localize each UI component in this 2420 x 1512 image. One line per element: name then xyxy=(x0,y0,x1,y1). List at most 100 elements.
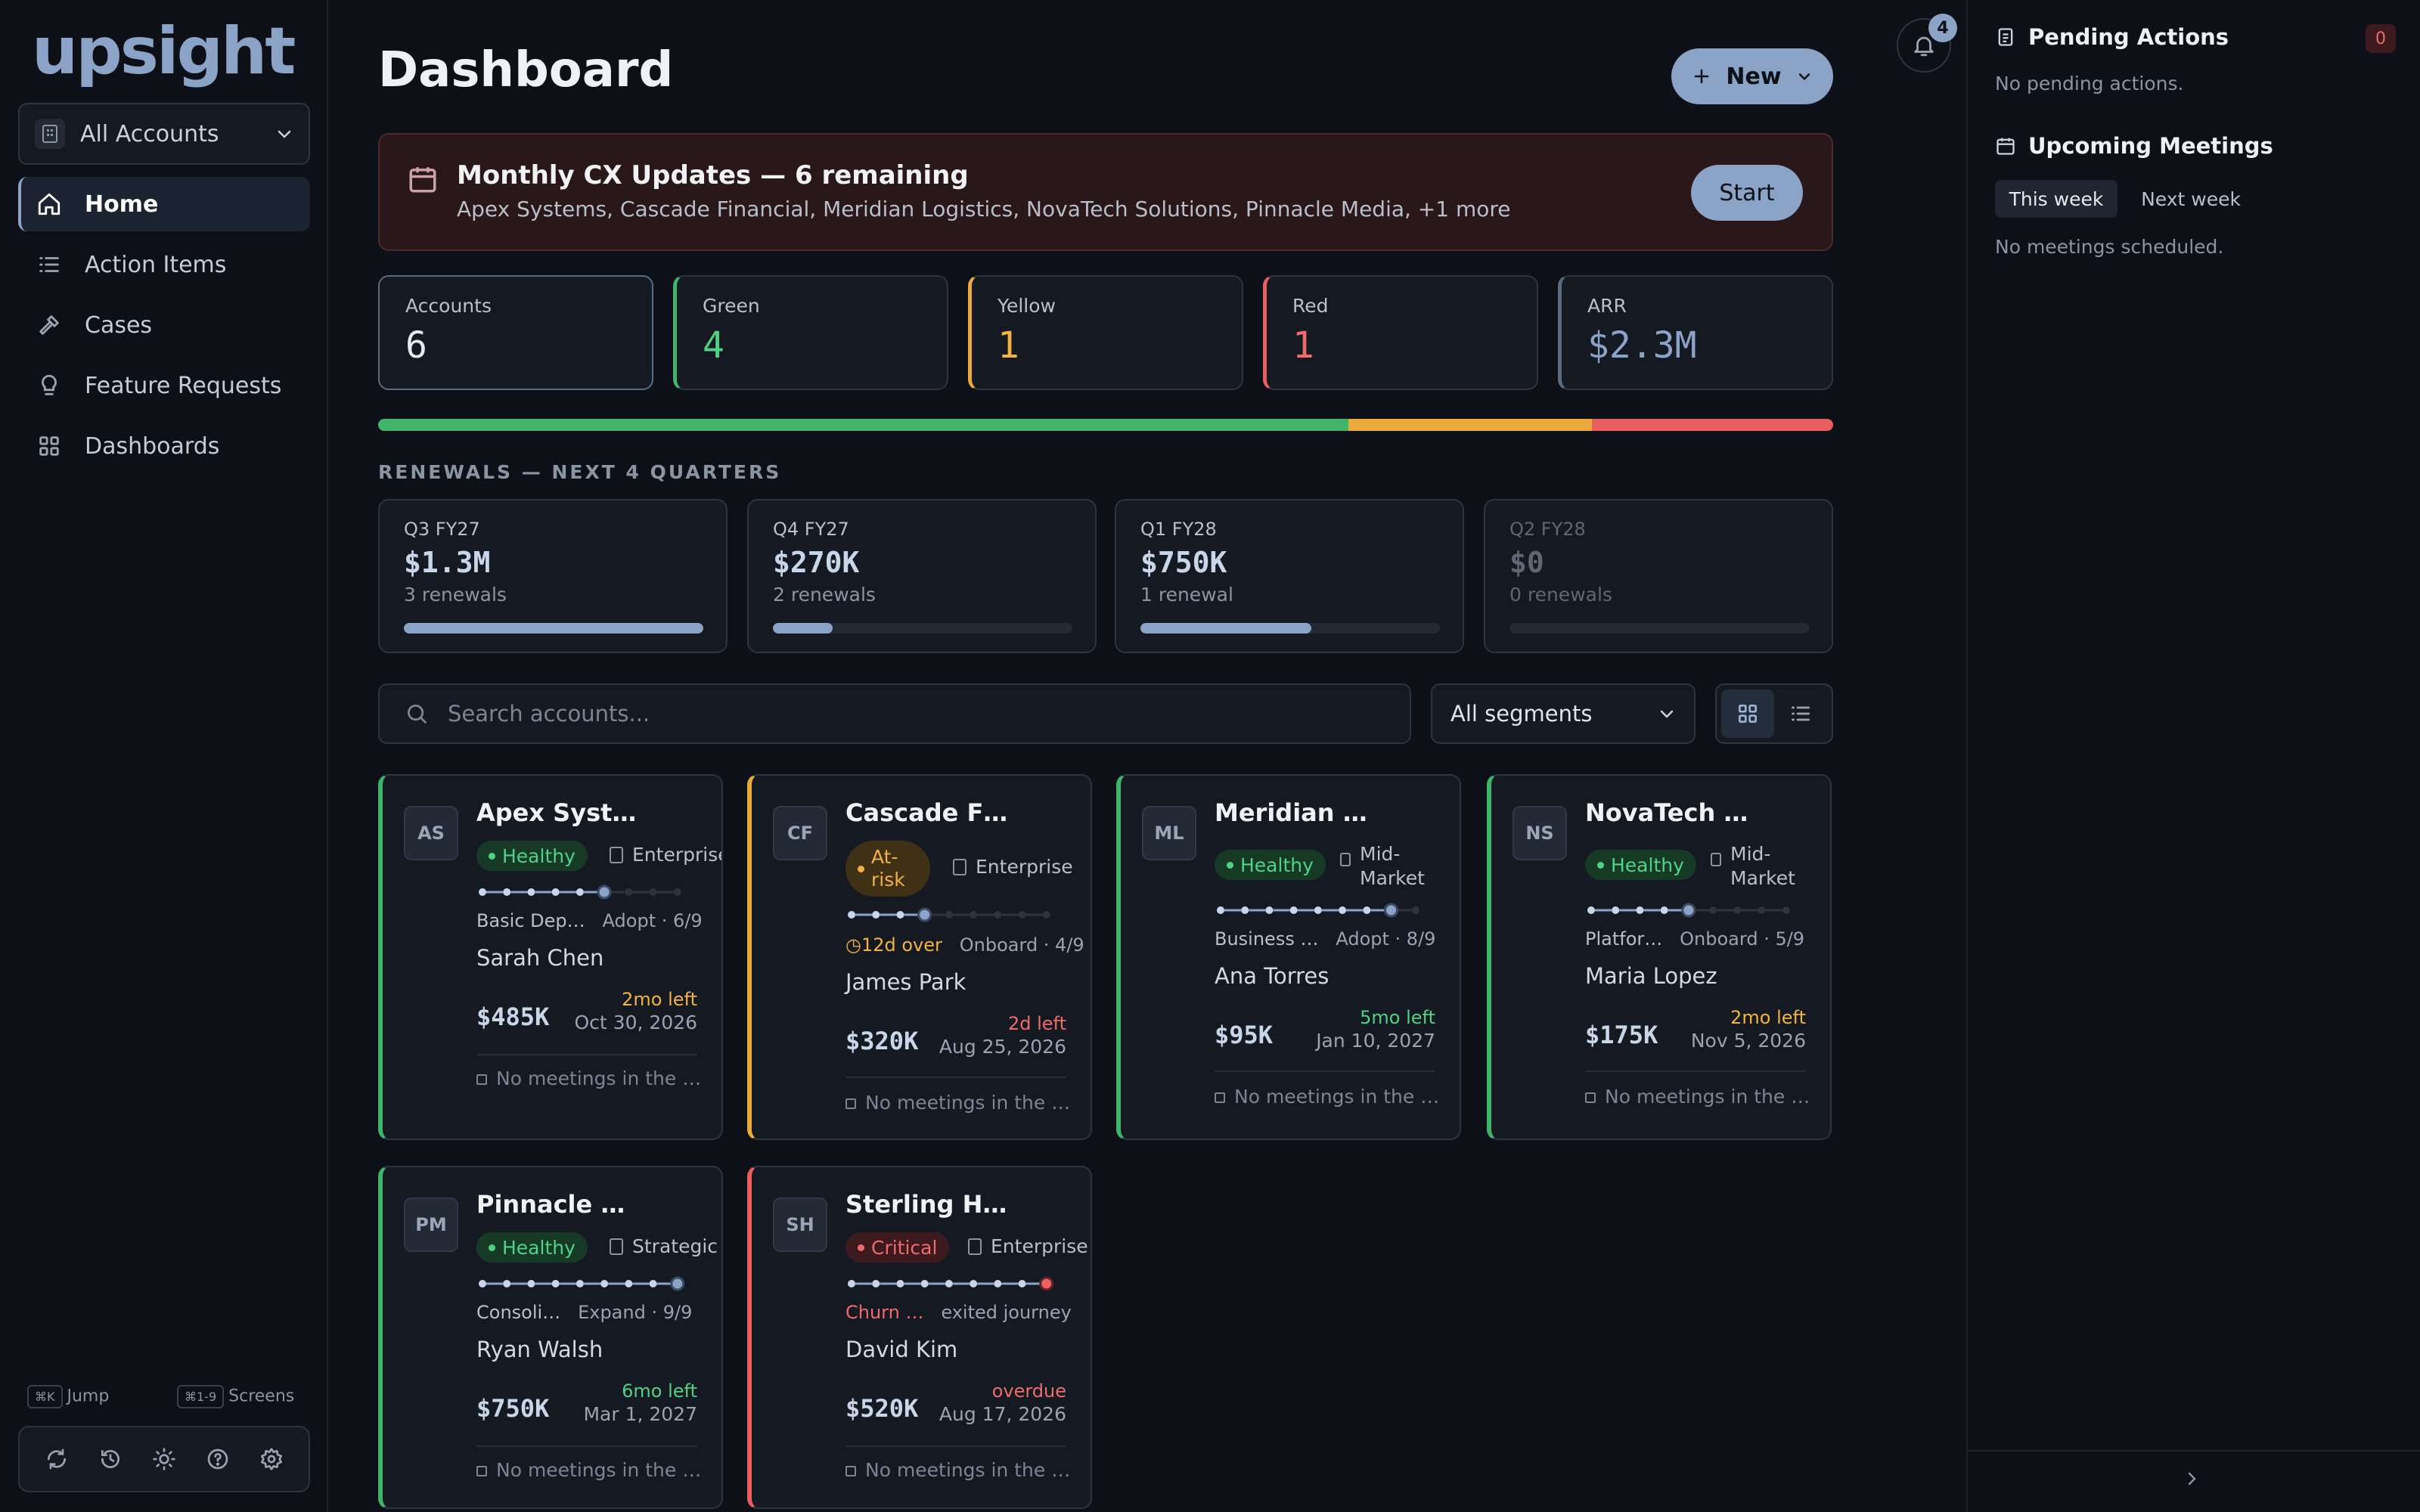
stage-progress: exited journey xyxy=(941,1302,1072,1323)
sidebar-item-label: Cases xyxy=(85,311,153,339)
settings-button[interactable] xyxy=(253,1440,290,1478)
stat-card-red[interactable]: Red 1 xyxy=(1263,275,1538,390)
account-card[interactable]: AS Apex Syst… Healthy Enterprise Basic D… xyxy=(378,774,723,1140)
sidebar-item-dashboards[interactable]: Dashboards xyxy=(18,419,310,473)
journey-step xyxy=(673,888,681,896)
collapse-panel-button[interactable] xyxy=(2183,1470,2201,1488)
renewal-card-q3-fy27[interactable]: Q3 FY27 $1.3M 3 renewals xyxy=(378,499,728,653)
sidebar-item-label: Home xyxy=(85,191,159,218)
meetings-empty-text: No meetings scheduled. xyxy=(1995,236,2224,258)
renewal-card-q2-fy28[interactable]: Q2 FY28 $0 0 renewals xyxy=(1484,499,1833,653)
panel-footer-divider xyxy=(1968,1450,2420,1452)
grid-icon xyxy=(1736,702,1760,726)
account-name[interactable]: Meridian … xyxy=(1215,798,1367,827)
building-icon xyxy=(610,847,623,863)
renewal-card-q1-fy28[interactable]: Q1 FY28 $750K 1 renewal xyxy=(1115,499,1464,653)
stat-label: Accounts xyxy=(405,295,492,317)
journey-step xyxy=(970,911,978,919)
theme-toggle-button[interactable] xyxy=(145,1440,183,1478)
journey-step xyxy=(503,1280,511,1287)
meetings-note: No meetings in the … xyxy=(845,1459,1070,1481)
account-avatar: NS xyxy=(1512,806,1567,860)
stat-value: 4 xyxy=(703,324,724,367)
bell-icon xyxy=(1911,33,1937,58)
sidebar-item-home[interactable]: Home xyxy=(18,177,310,231)
renewal-time-left: overdue xyxy=(991,1380,1066,1402)
sidebar-item-cases[interactable]: Cases xyxy=(18,298,310,352)
stat-card-green[interactable]: Green 4 xyxy=(673,275,948,390)
health-badge: Healthy xyxy=(1585,850,1696,880)
segment-label: Mid-Market xyxy=(1360,843,1425,889)
shortcut-jump[interactable]: ⌘K Jump xyxy=(27,1385,109,1408)
journey-step xyxy=(872,911,880,919)
help-icon xyxy=(206,1447,230,1471)
journey-step xyxy=(994,911,1002,919)
start-button[interactable]: Start xyxy=(1691,165,1803,221)
upcoming-meetings-title: Upcoming Meetings xyxy=(2028,133,2273,159)
renewal-card-q4-fy27[interactable]: Q4 FY27 $270K 2 renewals xyxy=(747,499,1097,653)
tab-next-week[interactable]: Next week xyxy=(2141,187,2241,210)
journey-step xyxy=(1587,906,1595,914)
stat-card-accounts[interactable]: Accounts 6 xyxy=(378,275,653,390)
account-card[interactable]: ML Meridian … Healthy Mid-Market Busines… xyxy=(1116,774,1461,1140)
sidebar-item-feature-requests[interactable]: Feature Requests xyxy=(18,358,310,413)
grid-view-button[interactable] xyxy=(1721,689,1774,738)
renewal-progress-fill xyxy=(1140,623,1311,634)
renewal-count: 0 renewals xyxy=(1509,584,1612,606)
search-input[interactable]: Search accounts... xyxy=(378,683,1411,744)
account-name[interactable]: Cascade F… xyxy=(845,798,1008,827)
shortcut-screens[interactable]: ⌘1-9 Screens xyxy=(177,1385,294,1408)
health-distribution-bar xyxy=(378,419,1833,431)
keyboard-shortcuts: ⌘K Jump ⌘1-9 Screens xyxy=(27,1385,307,1415)
calendar-icon xyxy=(476,1466,487,1476)
refresh-button[interactable] xyxy=(38,1440,76,1478)
account-name[interactable]: NovaTech … xyxy=(1585,798,1748,827)
journey-step-current xyxy=(917,907,932,922)
stat-card-arr[interactable]: ARR $2.3M xyxy=(1558,275,1833,390)
journey-step xyxy=(1241,906,1249,914)
help-button[interactable] xyxy=(199,1440,237,1478)
account-name[interactable]: Pinnacle … xyxy=(476,1190,625,1219)
health-segment-yellow xyxy=(1348,419,1592,431)
segment-label: Mid-Market xyxy=(1730,843,1795,889)
card-divider xyxy=(1215,1070,1435,1072)
account-name[interactable]: Apex Syst… xyxy=(476,798,637,827)
segment-select[interactable]: All segments xyxy=(1431,683,1696,744)
home-icon xyxy=(36,191,62,217)
new-button[interactable]: New xyxy=(1671,48,1833,104)
sidebar-item-action-items[interactable]: Action Items xyxy=(18,237,310,292)
account-owner: Ryan Walsh xyxy=(476,1337,603,1362)
journey-progress xyxy=(479,885,681,900)
stat-card-yellow[interactable]: Yellow 1 xyxy=(968,275,1243,390)
meetings-note-text: No meetings in the … xyxy=(1605,1086,1810,1108)
renewal-count: 2 renewals xyxy=(773,584,876,606)
journey-step xyxy=(625,888,633,896)
stage-name: Platfor… xyxy=(1585,928,1663,950)
account-card[interactable]: NS NovaTech … Healthy Mid-Market Platfor… xyxy=(1487,774,1832,1140)
health-badge: At-risk xyxy=(845,841,930,897)
app-logo[interactable]: upsight xyxy=(32,14,296,89)
account-arr: $320K xyxy=(845,1027,919,1055)
account-selector[interactable]: All Accounts xyxy=(18,103,310,165)
account-card[interactable]: PM Pinnacle … Healthy Strategic Consoli…… xyxy=(378,1166,723,1509)
stat-value: $2.3M xyxy=(1587,324,1697,367)
card-divider xyxy=(845,1077,1066,1078)
account-card[interactable]: SH Sterling H… Critical Enterprise Churn… xyxy=(747,1166,1092,1509)
sidebar-toolbar xyxy=(18,1426,310,1492)
account-name[interactable]: Sterling H… xyxy=(845,1190,1007,1219)
journey-step xyxy=(848,911,855,919)
account-card[interactable]: CF Cascade F… At-risk Enterprise ◷12d ov… xyxy=(747,774,1092,1140)
history-button[interactable] xyxy=(92,1440,129,1478)
history-icon xyxy=(98,1447,123,1471)
notifications-button[interactable] xyxy=(1897,18,1951,73)
journey-step xyxy=(896,1280,904,1287)
grid-icon xyxy=(36,433,62,459)
journey-step xyxy=(1217,906,1224,914)
journey-step xyxy=(479,1280,486,1287)
journey-progress xyxy=(1217,903,1419,918)
journey-step xyxy=(625,1280,633,1287)
tab-this-week[interactable]: This week xyxy=(1995,180,2118,218)
building-icon xyxy=(953,859,966,875)
list-view-button[interactable] xyxy=(1774,689,1827,738)
list-icon xyxy=(36,252,62,277)
